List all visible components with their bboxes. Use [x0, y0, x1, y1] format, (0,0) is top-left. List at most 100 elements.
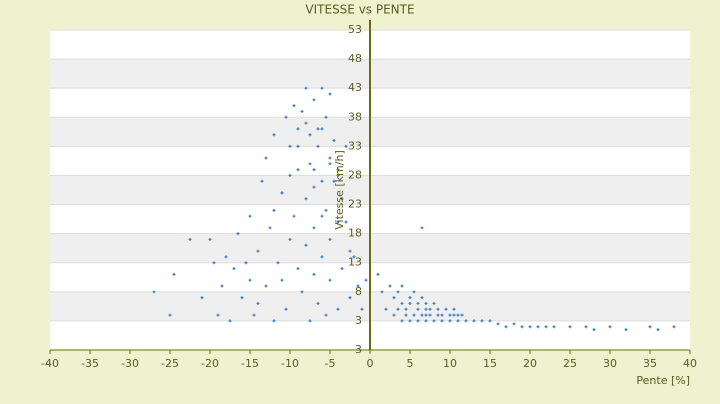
point [320, 86, 324, 90]
y-tick-label: 43 [348, 81, 362, 94]
point [216, 313, 220, 317]
x-tick-label: -30 [121, 357, 139, 370]
point [424, 301, 428, 305]
point [212, 261, 216, 265]
point [608, 325, 612, 329]
point [396, 307, 400, 311]
x-tick-label: -35 [81, 357, 99, 370]
point [336, 220, 340, 224]
x-tick-label: 25 [563, 357, 577, 370]
point [336, 168, 340, 172]
point [312, 168, 316, 172]
point [284, 115, 288, 119]
point [260, 179, 264, 183]
point [408, 296, 412, 300]
point [244, 261, 248, 265]
point [544, 325, 548, 329]
point [296, 267, 300, 271]
point [584, 325, 588, 329]
point [512, 322, 516, 326]
point [568, 325, 572, 329]
point [324, 115, 328, 119]
point [360, 307, 364, 311]
point [348, 296, 352, 300]
point [440, 313, 444, 317]
x-tick-label: -25 [161, 357, 179, 370]
point [272, 319, 276, 323]
point [452, 307, 456, 311]
point [448, 319, 452, 323]
point [400, 284, 404, 288]
point [280, 191, 284, 195]
point [256, 301, 260, 305]
point [444, 307, 448, 311]
point [404, 313, 408, 317]
point [252, 313, 256, 317]
point [408, 301, 412, 305]
point [344, 220, 348, 224]
point [488, 319, 492, 323]
point [264, 156, 268, 160]
point [396, 290, 400, 294]
point [520, 325, 524, 329]
point [336, 307, 340, 311]
x-tick-label: 15 [483, 357, 497, 370]
point [288, 144, 292, 148]
point [188, 237, 192, 241]
point [464, 319, 468, 323]
point [316, 144, 320, 148]
point [460, 313, 464, 317]
point [328, 162, 332, 166]
y-axis-label: Vitesse [km/h] [333, 150, 346, 230]
point [480, 319, 484, 323]
point [496, 322, 500, 326]
point [448, 313, 452, 317]
point [324, 208, 328, 212]
point [264, 284, 268, 288]
point [472, 319, 476, 323]
point [224, 255, 228, 259]
y-tick-label: 38 [348, 110, 362, 123]
point [292, 214, 296, 218]
point [408, 319, 412, 323]
point [400, 319, 404, 323]
point [328, 156, 332, 160]
point [304, 86, 308, 90]
point [308, 133, 312, 137]
point [404, 307, 408, 311]
x-tick-label: 10 [443, 357, 457, 370]
point [344, 144, 348, 148]
point [456, 319, 460, 323]
point [420, 226, 424, 230]
x-tick-label: 0 [367, 357, 374, 370]
point [352, 255, 356, 259]
y-tick-label: 53 [348, 23, 362, 36]
point [308, 162, 312, 166]
point [268, 226, 272, 230]
point [328, 278, 332, 282]
point [364, 278, 368, 282]
point [248, 278, 252, 282]
point [324, 313, 328, 317]
point [452, 313, 456, 317]
point [208, 237, 212, 241]
point [300, 290, 304, 294]
point [384, 307, 388, 311]
point [332, 179, 336, 183]
point [656, 328, 660, 332]
point [316, 127, 320, 131]
x-tick-label: -20 [201, 357, 219, 370]
point [228, 319, 232, 323]
point [296, 127, 300, 131]
point [320, 127, 324, 131]
y-tick-label: 28 [348, 168, 362, 181]
point [332, 139, 336, 143]
point [296, 144, 300, 148]
point [308, 319, 312, 323]
point [152, 290, 156, 294]
point [432, 319, 436, 323]
y-tick-label: 13 [348, 256, 362, 269]
point [316, 301, 320, 305]
point [248, 214, 252, 218]
point [328, 237, 332, 241]
